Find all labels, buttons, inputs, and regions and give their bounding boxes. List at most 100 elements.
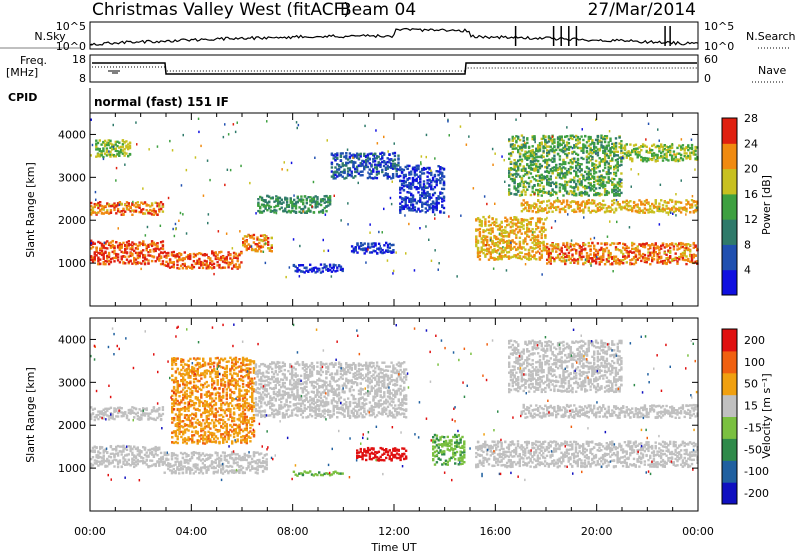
noise-cell — [596, 256, 598, 258]
noise-cell — [104, 242, 106, 244]
nsearch-tick-bottom: 10^0 — [704, 40, 734, 53]
data-cell — [564, 253, 566, 255]
noise-cell — [645, 138, 647, 140]
colorbar-segment — [722, 143, 737, 169]
nave-trace — [92, 67, 697, 71]
data-cell — [678, 258, 680, 260]
data-cell — [97, 142, 99, 144]
data-cell — [97, 207, 99, 209]
data-cell — [577, 175, 579, 177]
data-cell — [271, 244, 273, 246]
data-cell — [629, 143, 631, 145]
data-cell — [613, 202, 615, 204]
data-cell — [548, 200, 550, 202]
data-cell — [553, 141, 555, 143]
data-cell — [539, 248, 541, 250]
data-cell — [584, 144, 586, 146]
noise-cell — [323, 250, 325, 252]
noise-cell — [312, 205, 314, 207]
noise-cell — [555, 220, 557, 222]
data-cell — [606, 242, 608, 244]
data-cell — [432, 188, 434, 190]
data-cell — [584, 171, 586, 173]
data-cell — [597, 135, 599, 137]
data-cell — [524, 168, 526, 170]
data-cell — [277, 205, 279, 207]
data-cell — [622, 262, 624, 264]
data-cell — [508, 223, 510, 225]
data-cell — [126, 251, 128, 253]
data-cell — [259, 206, 261, 208]
data-cell — [342, 152, 344, 154]
noise-cell — [383, 208, 385, 210]
data-cell — [417, 168, 419, 170]
data-cell — [535, 258, 537, 260]
noise-cell — [118, 227, 120, 229]
data-cell — [374, 153, 376, 155]
data-cell — [162, 248, 164, 250]
data-cell — [142, 208, 144, 210]
data-cell — [557, 206, 559, 208]
data-cell — [568, 142, 570, 144]
noise-cell — [91, 119, 93, 121]
data-cell — [513, 159, 515, 161]
noise-cell — [449, 134, 451, 136]
data-cell — [306, 199, 308, 201]
data-cell — [281, 199, 283, 201]
data-cell — [282, 201, 284, 203]
noise-cell — [200, 145, 202, 147]
data-cell — [378, 172, 380, 174]
data-cell — [611, 209, 613, 211]
data-cell — [665, 155, 667, 157]
data-cell — [535, 153, 537, 155]
data-cell — [577, 158, 579, 160]
nave-label: Nave — [758, 64, 786, 77]
noise-cell — [113, 146, 115, 148]
data-cell — [113, 209, 115, 211]
data-cell — [620, 185, 622, 187]
noise-cell — [284, 161, 286, 163]
noise-cell — [287, 169, 289, 171]
data-cell — [542, 223, 544, 225]
noise-cell — [546, 217, 548, 219]
data-cell — [526, 189, 528, 191]
data-cell — [502, 251, 504, 253]
noise-cell — [281, 168, 283, 170]
data-cell — [504, 249, 506, 251]
data-cell — [95, 249, 97, 251]
data-cell — [588, 157, 590, 159]
data-cell — [414, 206, 416, 208]
colorbar-segment — [722, 118, 737, 144]
data-cell — [122, 213, 124, 215]
data-cell — [517, 173, 519, 175]
data-cell — [331, 163, 333, 165]
noise-cell — [124, 164, 126, 166]
data-cell — [443, 196, 445, 198]
data-cell — [425, 207, 427, 209]
data-cell — [519, 163, 521, 165]
noise-cell — [673, 153, 675, 155]
data-cell — [644, 212, 646, 214]
data-cell — [137, 248, 139, 250]
data-cell — [253, 237, 255, 239]
data-cell — [405, 200, 407, 202]
data-cell — [397, 162, 399, 164]
data-cell — [684, 251, 686, 253]
data-cell — [528, 210, 530, 212]
data-cell — [258, 242, 260, 244]
data-cell — [237, 260, 239, 262]
data-cell — [363, 153, 365, 155]
data-cell — [658, 205, 660, 207]
data-cell — [155, 210, 157, 212]
data-cell — [539, 149, 541, 151]
data-cell — [432, 194, 434, 196]
data-cell — [589, 245, 591, 247]
noise-cell — [438, 269, 440, 271]
noise-cell — [582, 128, 584, 130]
data-cell — [562, 194, 564, 196]
data-cell — [147, 262, 149, 264]
data-cell — [129, 142, 131, 144]
data-cell — [115, 241, 117, 243]
data-cell — [649, 263, 651, 265]
